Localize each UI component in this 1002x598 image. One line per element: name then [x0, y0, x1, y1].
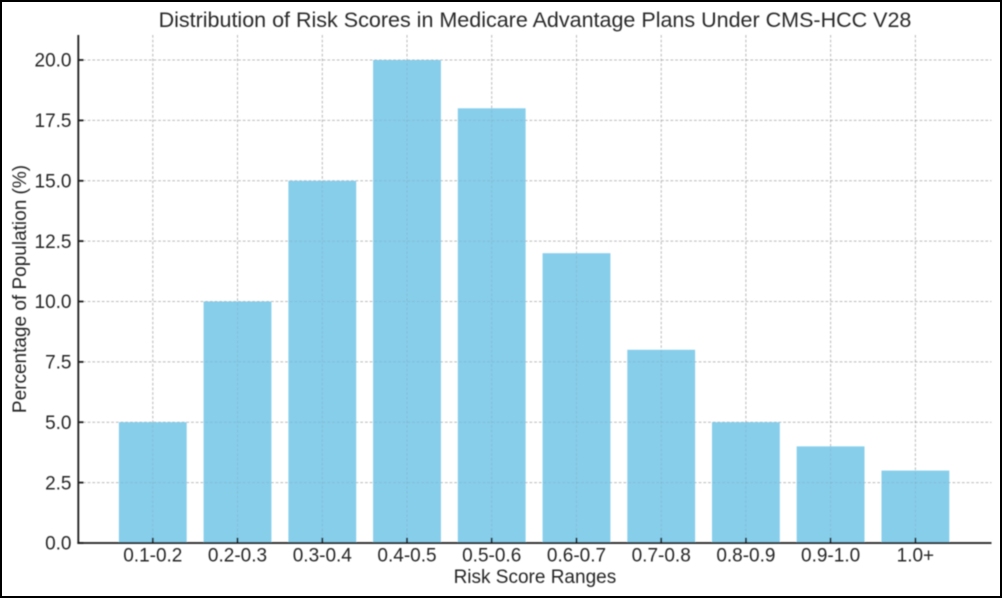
svg-text:0.6-0.7: 0.6-0.7 [547, 546, 606, 567]
svg-text:0.3-0.4: 0.3-0.4 [293, 546, 353, 567]
svg-text:15.0: 15.0 [35, 171, 72, 192]
svg-text:Distribution of Risk Scores in: Distribution of Risk Scores in Medicare … [159, 8, 912, 32]
svg-text:20.0: 20.0 [35, 51, 72, 72]
svg-text:5.0: 5.0 [45, 413, 71, 434]
svg-text:17.5: 17.5 [35, 111, 72, 132]
svg-text:12.5: 12.5 [35, 232, 72, 253]
svg-text:0.1-0.2: 0.1-0.2 [123, 546, 182, 567]
svg-text:0.7-0.8: 0.7-0.8 [632, 546, 691, 567]
svg-text:1.0+: 1.0+ [897, 546, 935, 567]
svg-text:0.0: 0.0 [45, 534, 71, 555]
svg-text:Percentage of Population (%): Percentage of Population (%) [10, 165, 31, 413]
svg-text:0.5-0.6: 0.5-0.6 [462, 546, 521, 567]
svg-text:0.8-0.9: 0.8-0.9 [716, 546, 775, 567]
svg-text:7.5: 7.5 [45, 353, 71, 374]
svg-text:0.9-1.0: 0.9-1.0 [801, 546, 860, 567]
svg-text:0.4-0.5: 0.4-0.5 [377, 546, 436, 567]
svg-text:2.5: 2.5 [45, 473, 71, 494]
svg-text:0.2-0.3: 0.2-0.3 [208, 546, 267, 567]
svg-text:10.0: 10.0 [35, 292, 72, 313]
svg-text:Risk Score Ranges: Risk Score Ranges [454, 567, 617, 588]
